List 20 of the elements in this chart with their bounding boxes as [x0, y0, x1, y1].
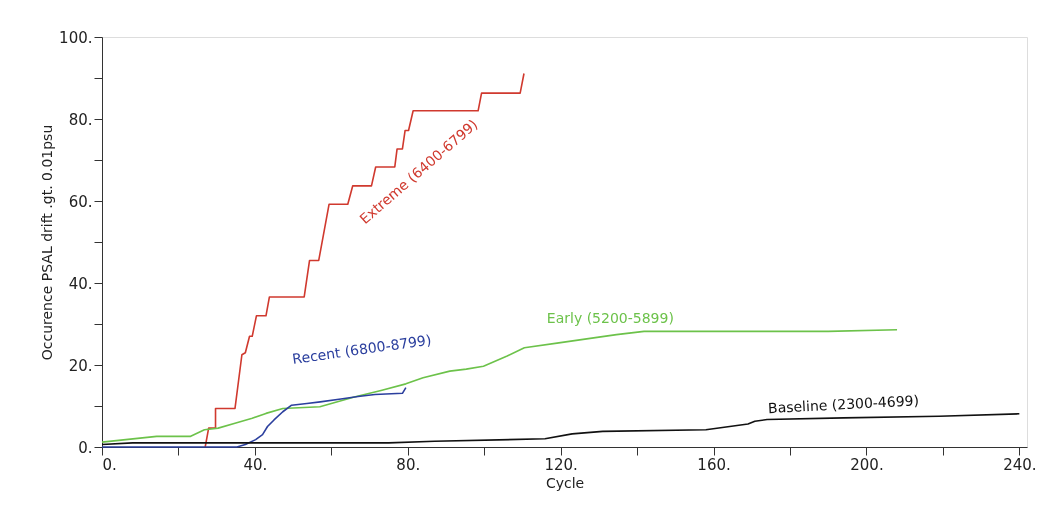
x-tick-label: 240.: [1003, 455, 1037, 474]
y-tick-label: 60.: [68, 192, 93, 211]
x-tick-label: 160.: [697, 455, 731, 474]
annotation: Early (5200-5899): [546, 310, 674, 327]
line-series: [101, 412, 1021, 446]
y-tick-label: 80.: [68, 110, 93, 129]
annotation: Baseline (2300-4699): [767, 392, 920, 417]
x-tick-label: 0.: [102, 455, 117, 474]
y-tick-label: 40.: [68, 274, 93, 293]
line-series: [101, 386, 407, 448]
line-series: [204, 72, 525, 448]
y-tick-label: 100.: [59, 28, 93, 47]
y-tick-label: 20.: [68, 356, 93, 375]
x-tick-label: 80.: [396, 455, 421, 474]
x-tick-label: 200.: [850, 455, 884, 474]
x-tick-label: 120.: [544, 455, 578, 474]
y-tick-label: 0.: [78, 438, 93, 457]
y-axis-title: Occurence PSAL drift .gt. 0.01psu: [39, 124, 56, 361]
x-tick-label: 40.: [243, 455, 268, 474]
x-axis-title: Cycle: [545, 474, 585, 491]
